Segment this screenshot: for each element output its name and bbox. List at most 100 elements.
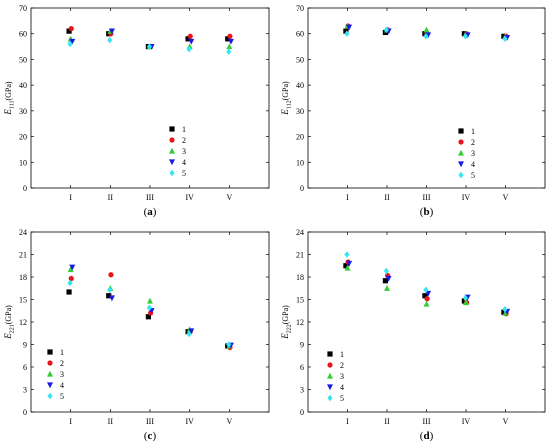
y-tick-label: 70 [296, 4, 304, 13]
caption-paren-open: ( [144, 206, 148, 218]
y-axis-label-symbol: E [3, 333, 13, 340]
y-tick-label: 9 [23, 341, 27, 350]
data-point-series-5 [344, 251, 350, 258]
data-point-series-4 [188, 38, 195, 45]
legend-marker-1 [327, 351, 333, 357]
x-tick-label: II [384, 193, 390, 202]
data-point-series-4 [425, 290, 432, 297]
legend-label: 4 [182, 158, 186, 167]
data-point-series-5 [462, 294, 468, 302]
legend: 1 2 3 4 5 [47, 348, 64, 401]
y-tick-label: 24 [296, 228, 304, 237]
legend-label: 1 [471, 127, 475, 136]
y-axis-label: E221(GPa) [3, 305, 16, 340]
legend-label: 5 [340, 394, 344, 403]
y-tick-label: 30 [19, 107, 27, 116]
y-tick-label: 21 [19, 251, 27, 260]
legend-marker-1 [47, 349, 53, 355]
x-tick-label: IV [462, 417, 471, 426]
y-axis-label-subscript: 112 [287, 100, 293, 109]
caption-paren-close: ) [153, 206, 157, 218]
legend-label: 3 [340, 372, 344, 381]
data-point-series-4 [425, 32, 432, 39]
data-point-series-4 [346, 24, 353, 31]
data-point-series-5 [344, 30, 350, 37]
y-axis-label: E112(GPa) [280, 81, 293, 116]
x-tick-label: III [423, 193, 431, 202]
legend-marker-4 [327, 384, 333, 391]
legend-marker-5 [458, 171, 464, 179]
legend-label: 1 [182, 125, 186, 134]
y-axis-label: E111(GPa) [3, 81, 16, 116]
x-tick-label: I [346, 417, 349, 426]
x-tick-label: III [423, 417, 431, 426]
y-tick-label: 15 [296, 296, 304, 305]
data-point-series-5 [423, 33, 429, 40]
data-point-series-1 [185, 36, 191, 42]
data-point-series-1 [422, 293, 428, 299]
legend-marker-5 [327, 394, 333, 402]
data-point-series-2 [424, 296, 430, 302]
legend: 1 2 3 4 5 [169, 125, 186, 178]
x-tick-label: V [503, 193, 509, 202]
legend-label: 5 [60, 392, 64, 401]
y-axis-label-subscript: 111 [10, 101, 16, 110]
legend-label: 4 [471, 160, 475, 169]
data-point-series-1 [461, 298, 467, 304]
legend-marker-2 [327, 362, 333, 368]
y-tick-label: 70 [19, 4, 27, 13]
y-tick-label: 60 [296, 30, 304, 39]
data-point-series-5 [146, 43, 152, 50]
x-tick-label: II [108, 193, 114, 202]
data-point-series-3 [147, 297, 153, 304]
legend-label: 4 [60, 381, 64, 390]
legend-label: 2 [182, 136, 186, 145]
data-point-series-5 [423, 286, 429, 293]
x-tick-label: I [346, 193, 349, 202]
caption-paren-open: ( [420, 430, 424, 442]
legend-label: 2 [340, 361, 344, 370]
data-point-series-4 [69, 264, 76, 271]
legend-label: 2 [60, 359, 64, 368]
x-tick-label: V [503, 417, 509, 426]
data-point-series-4 [69, 38, 76, 45]
x-tick-label: V [226, 417, 232, 426]
legend-label: 1 [340, 350, 344, 359]
data-point-series-5 [107, 36, 113, 44]
data-point-series-3 [463, 299, 469, 306]
caption-paren-open: ( [420, 206, 424, 218]
x-tick-label: IV [185, 193, 194, 202]
y-axis-label: E222(GPa) [280, 305, 293, 340]
legend-label: 4 [340, 383, 344, 392]
legend-marker-3 [327, 372, 333, 379]
legend-marker-5 [169, 169, 175, 177]
data-point-series-1 [501, 309, 507, 315]
y-tick-label: 10 [296, 158, 304, 167]
y-axis-label-unit: (GPa) [4, 305, 13, 324]
data-point-series-3 [344, 264, 351, 271]
caption-paren-open: ( [144, 430, 148, 442]
data-point-series-5 [462, 33, 468, 40]
data-point-series-5 [146, 304, 152, 311]
y-axis-label-subscript: 221 [10, 324, 16, 333]
legend-marker-5 [47, 392, 53, 400]
y-tick-label: 50 [19, 55, 27, 64]
y-tick-label: 18 [296, 273, 304, 282]
legend-marker-1 [169, 126, 175, 132]
legend-marker-2 [169, 137, 175, 143]
y-tick-label: 60 [19, 30, 27, 39]
data-point-series-1 [382, 278, 388, 284]
y-tick-label: 20 [296, 133, 304, 142]
legend-label: 3 [60, 370, 64, 379]
data-point-series-2 [187, 33, 193, 39]
legend: 1 2 3 4 5 [458, 127, 475, 180]
legend-label: 3 [182, 147, 186, 156]
data-point-series-5 [502, 306, 508, 313]
data-point-series-1 [66, 289, 72, 295]
y-tick-label: 12 [296, 318, 304, 327]
y-tick-label: 20 [19, 133, 27, 142]
y-tick-label: 40 [296, 81, 304, 90]
y-tick-label: 6 [300, 363, 304, 372]
